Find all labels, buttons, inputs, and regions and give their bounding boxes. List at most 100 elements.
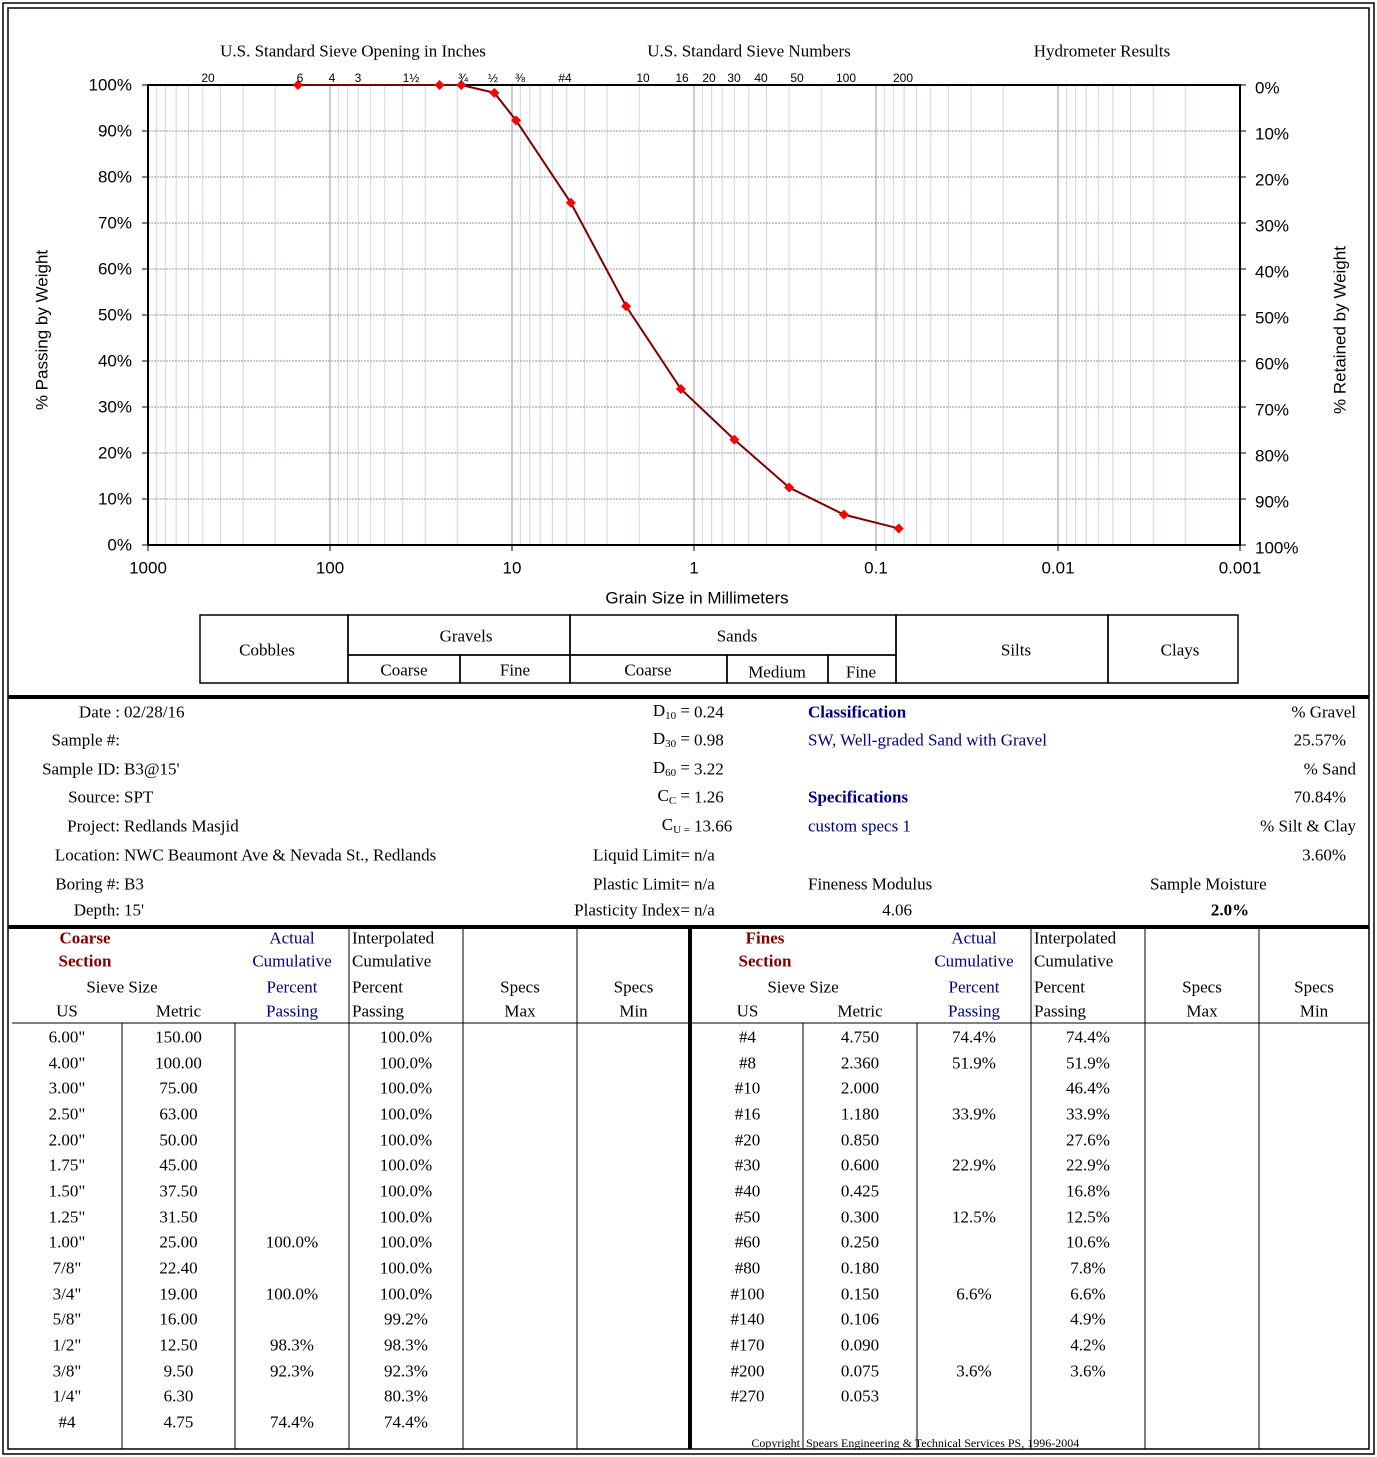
table-cell: 33.9%: [1066, 1104, 1110, 1124]
fraction-label: % Gravel: [1291, 702, 1356, 722]
gradation-sub: 60: [665, 767, 677, 779]
class-label: Fine: [499, 660, 531, 680]
table-cell: 75.00: [159, 1078, 198, 1098]
table-cell: 0.600: [840, 1155, 880, 1175]
table-cell: 6.30: [163, 1386, 194, 1406]
gradation-sub: 30: [665, 738, 677, 750]
column-header: Interpolated: [1034, 928, 1117, 948]
class-label: Medium: [748, 662, 806, 682]
section-title: Section: [58, 951, 112, 971]
fraction-label: % Sand: [1303, 759, 1356, 779]
table-cell: 4.2%: [1070, 1335, 1106, 1355]
table-cell: 2.50": [48, 1104, 86, 1124]
table-cell: 92.3%: [270, 1361, 314, 1381]
table-cell: 2.000: [840, 1078, 880, 1098]
table-cell: 1.75": [48, 1155, 86, 1175]
column-header: Percent: [1034, 977, 1085, 997]
table-cell: 1/4": [52, 1386, 82, 1406]
table-cell: 12.5%: [952, 1207, 996, 1227]
sieve-label: 30: [727, 71, 741, 85]
table-cell: 0.425: [840, 1181, 880, 1201]
table-cell: 3.6%: [956, 1361, 992, 1381]
table-cell: #140: [730, 1309, 765, 1329]
column-header: Metric: [837, 1001, 883, 1021]
y-tick-label: 10%: [97, 489, 132, 509]
class-label: Silts: [1000, 640, 1032, 660]
column-header: Percent: [352, 977, 403, 997]
info-label: Boring #:: [55, 874, 120, 894]
table-cell: 22.9%: [952, 1155, 996, 1175]
x-axis-label: Grain Size in Millimeters: [605, 588, 789, 608]
sieve-label: 20: [702, 71, 716, 85]
table-cell: 19.00: [159, 1284, 198, 1304]
class-label: Fine: [845, 662, 877, 682]
y2-axis-label: % Retained by Weight: [1330, 246, 1350, 414]
moisture-label: Sample Moisture: [1150, 874, 1267, 894]
column-header: Percent: [948, 977, 1000, 997]
section-title: Section: [738, 951, 792, 971]
fineness-value: 4.06: [882, 900, 912, 920]
info-value: B3: [124, 874, 144, 894]
table-cell: #10: [734, 1078, 761, 1098]
y2-tick-label: 80%: [1255, 446, 1290, 466]
table-cell: 100.0%: [265, 1284, 319, 1304]
y-tick-label: 100%: [88, 75, 132, 95]
y-tick-label: 50%: [97, 305, 132, 325]
y2-tick-label: 100%: [1255, 538, 1299, 558]
gradation-value: 13.66: [694, 816, 733, 836]
info-label: Project:: [67, 816, 120, 836]
column-header: Sieve Size: [767, 977, 839, 997]
table-cell: #80: [734, 1258, 761, 1278]
table-cell: 92.3%: [384, 1361, 428, 1381]
table-cell: 100.0%: [379, 1284, 433, 1304]
gradation-symbol: D: [652, 701, 666, 720]
sieve-label: #4: [558, 71, 572, 85]
class-label: Cobbles: [239, 640, 295, 660]
column-header: Passing: [948, 1001, 1000, 1021]
table-cell: 16.8%: [1066, 1181, 1110, 1201]
info-value: Redlands Masjid: [124, 816, 239, 836]
class-label: Gravels: [439, 626, 493, 646]
class-label: Sands: [716, 626, 758, 646]
table-cell: 74.4%: [270, 1412, 314, 1432]
table-cell: #8: [739, 1053, 756, 1073]
info-value: 15': [124, 900, 145, 920]
class-label: Coarse: [380, 660, 428, 680]
table-cell: 7/8": [52, 1258, 82, 1278]
table-cell: #4: [58, 1412, 76, 1432]
gradation-sub: C: [668, 795, 677, 807]
table-cell: 80.3%: [384, 1386, 428, 1406]
table-cell: 1/2": [52, 1335, 82, 1355]
table-cell: 50.00: [159, 1130, 198, 1150]
fraction-label: % Silt & Clay: [1260, 816, 1356, 836]
sieve-label: 6: [296, 71, 304, 85]
data-point: [456, 80, 467, 90]
y2-tick-label: 50%: [1255, 308, 1290, 328]
table-cell: 74.4%: [1066, 1027, 1110, 1047]
data-point: [292, 80, 303, 90]
column-header: Specs: [613, 977, 654, 997]
fraction-value: 25.57%: [1293, 730, 1346, 750]
table-cell: #4: [739, 1027, 756, 1047]
table-cell: 74.4%: [952, 1027, 996, 1047]
class-label: Coarse: [624, 660, 672, 680]
table-cell: 12.50: [159, 1335, 198, 1355]
y2-tick-label: 70%: [1255, 400, 1290, 420]
column-header: Passing: [1034, 1001, 1086, 1021]
table-cell: 2.360: [840, 1053, 880, 1073]
table-cell: 22.40: [159, 1258, 198, 1278]
info-label: Depth:: [73, 900, 120, 920]
table-cell: 5/8": [52, 1309, 82, 1329]
gradation-symbol: C: [661, 815, 674, 834]
table-cell: 3.6%: [1070, 1361, 1106, 1381]
column-header: Passing: [266, 1001, 318, 1021]
y-tick-label: 60%: [97, 259, 132, 279]
gradation-eq: =: [676, 786, 690, 805]
data-point: [621, 301, 632, 312]
data-point: [565, 197, 576, 208]
y2-tick-label: 30%: [1255, 216, 1290, 236]
x-tick-label: 1000: [129, 558, 167, 578]
sieve-label: ¾: [457, 71, 469, 85]
classification-title: Classification: [808, 702, 907, 722]
